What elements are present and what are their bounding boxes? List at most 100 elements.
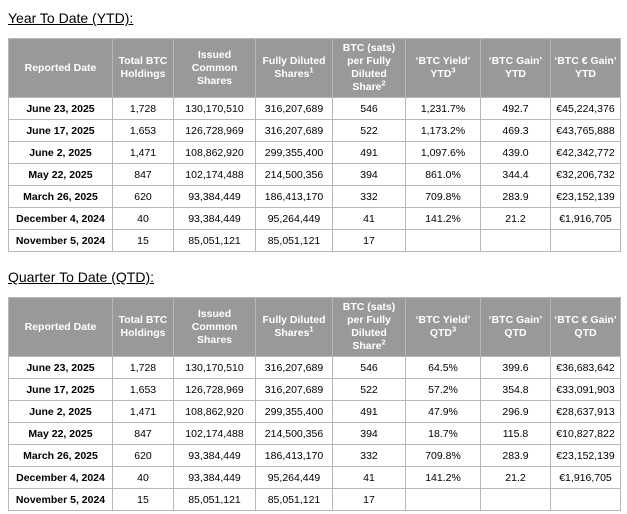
value-cell: €43,765,888 xyxy=(550,119,621,142)
value-cell: 283.9 xyxy=(480,444,551,467)
table-row: June 17, 2025 1,653 126,728,969 316,207,689… xyxy=(8,378,621,401)
value-cell: 186,413,170 xyxy=(255,444,333,467)
qtd-section-title: Quarter To Date (QTD): xyxy=(8,269,155,285)
value-cell: 709.8% xyxy=(405,185,481,208)
value-cell: 344.4 xyxy=(480,163,551,186)
value-cell: 861.0% xyxy=(405,163,481,186)
value-cell: 522 xyxy=(332,378,406,401)
value-cell: 296.9 xyxy=(480,400,551,423)
value-cell: 108,862,920 xyxy=(173,141,256,164)
column-header: Reported Date xyxy=(8,38,113,98)
column-header: ‘BTC Gain’ YTD xyxy=(480,38,551,98)
value-cell: 15 xyxy=(112,229,174,252)
value-cell: 316,207,689 xyxy=(255,356,333,379)
table-row: March 26, 2025 620 93,384,449 186,413,170 33… xyxy=(8,444,621,467)
reported-date-cell: December 4, 2024 xyxy=(8,466,113,489)
value-cell: 130,170,510 xyxy=(173,97,256,120)
ytd-section: Year To Date (YTD): Reported Date Total B… xyxy=(8,10,621,252)
table-row: June 17, 2025 1,653 126,728,969 316,207,689… xyxy=(8,119,621,142)
value-cell: 85,051,121 xyxy=(255,488,333,511)
value-cell: 47.9% xyxy=(405,400,481,423)
value-cell: 18.7% xyxy=(405,422,481,445)
table-row: November 5, 2024 15 85,051,121 85,051,121 17 xyxy=(8,229,621,252)
value-cell: 546 xyxy=(332,97,406,120)
table-row: December 4, 2024 40 93,384,449 95,264,449 41… xyxy=(8,466,621,489)
reported-date-cell: May 22, 2025 xyxy=(8,163,113,186)
value-cell: 332 xyxy=(332,185,406,208)
value-cell: 17 xyxy=(332,488,406,511)
column-header-footnote: 3 xyxy=(452,324,457,334)
value-cell xyxy=(405,488,481,511)
value-cell: 186,413,170 xyxy=(255,185,333,208)
value-cell: 102,174,488 xyxy=(173,163,256,186)
value-cell: 85,051,121 xyxy=(255,229,333,252)
column-header: ‘BTC Yield’ YTD3 xyxy=(405,38,481,98)
value-cell: 1,471 xyxy=(112,141,174,164)
reported-date-cell: March 26, 2025 xyxy=(8,185,113,208)
value-cell xyxy=(550,488,621,511)
value-cell: 214,500,356 xyxy=(255,422,333,445)
value-cell: 492.7 xyxy=(480,97,551,120)
value-cell: 40 xyxy=(112,466,174,489)
value-cell: 1,653 xyxy=(112,378,174,401)
value-cell: €1,916,705 xyxy=(550,207,621,230)
column-header-footnote: 3 xyxy=(451,65,456,75)
value-cell: €42,342,772 xyxy=(550,141,621,164)
value-cell xyxy=(480,229,551,252)
column-header: Reported Date xyxy=(8,297,113,357)
value-cell: 283.9 xyxy=(480,185,551,208)
table-row: May 22, 2025 847 102,174,488 214,500,356 394… xyxy=(8,163,621,186)
value-cell: 299,355,400 xyxy=(255,400,333,423)
column-header: Total BTC Holdings xyxy=(112,38,174,98)
value-cell: 41 xyxy=(332,466,406,489)
value-cell: €36,683,642 xyxy=(550,356,621,379)
value-cell: 85,051,121 xyxy=(173,229,256,252)
ytd-table: Reported Date Total BTC Holdings Issued Co… xyxy=(8,38,621,252)
value-cell: 93,384,449 xyxy=(173,444,256,467)
value-cell: 1,728 xyxy=(112,356,174,379)
column-header: Fully Diluted Shares1 xyxy=(255,297,333,357)
value-cell: 399.6 xyxy=(480,356,551,379)
value-cell: 95,264,449 xyxy=(255,466,333,489)
value-cell xyxy=(405,229,481,252)
column-header: BTC (sats) per Fully Diluted Share2 xyxy=(332,297,406,357)
value-cell: 93,384,449 xyxy=(173,466,256,489)
reported-date-cell: November 5, 2024 xyxy=(8,488,113,511)
value-cell: 316,207,689 xyxy=(255,97,333,120)
column-header-footnote: 1 xyxy=(309,324,314,334)
value-cell: 57.2% xyxy=(405,378,481,401)
value-cell: 1,728 xyxy=(112,97,174,120)
value-cell: 21.2 xyxy=(480,466,551,489)
column-header: Issued Common Shares xyxy=(173,38,256,98)
value-cell: 40 xyxy=(112,207,174,230)
value-cell: 130,170,510 xyxy=(173,356,256,379)
column-header: BTC (sats) per Fully Diluted Share2 xyxy=(332,38,406,98)
value-cell: 64.5% xyxy=(405,356,481,379)
value-cell: 15 xyxy=(112,488,174,511)
value-cell: 491 xyxy=(332,141,406,164)
column-header: Total BTC Holdings xyxy=(112,297,174,357)
value-cell: 1,653 xyxy=(112,119,174,142)
column-header: Issued Common Shares xyxy=(173,297,256,357)
value-cell: 394 xyxy=(332,422,406,445)
value-cell: €10,827,822 xyxy=(550,422,621,445)
column-header-footnote: 1 xyxy=(309,65,314,75)
value-cell: 1,471 xyxy=(112,400,174,423)
value-cell: 214,500,356 xyxy=(255,163,333,186)
reported-date-cell: June 17, 2025 xyxy=(8,378,113,401)
value-cell: €32,206,732 xyxy=(550,163,621,186)
value-cell: 141.2% xyxy=(405,466,481,489)
value-cell: 126,728,969 xyxy=(173,378,256,401)
table-row: May 22, 2025 847 102,174,488 214,500,356 394… xyxy=(8,422,621,445)
value-cell: 141.2% xyxy=(405,207,481,230)
value-cell: 847 xyxy=(112,163,174,186)
table-row: March 26, 2025 620 93,384,449 186,413,170 33… xyxy=(8,185,621,208)
table-row: June 23, 2025 1,728 130,170,510 316,207,689… xyxy=(8,97,621,120)
value-cell: 1,173.2% xyxy=(405,119,481,142)
value-cell: 93,384,449 xyxy=(173,207,256,230)
reported-date-cell: December 4, 2024 xyxy=(8,207,113,230)
value-cell: 299,355,400 xyxy=(255,141,333,164)
value-cell: 469.3 xyxy=(480,119,551,142)
value-cell: 126,728,969 xyxy=(173,119,256,142)
